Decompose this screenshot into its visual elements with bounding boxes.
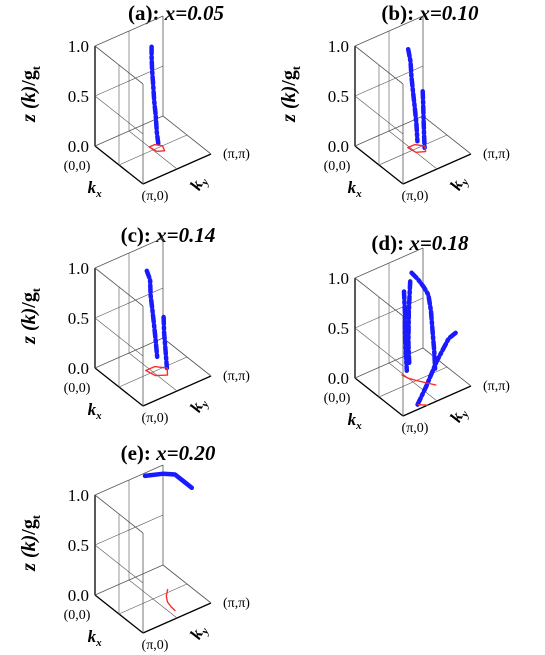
kx-axis-label: kx [88, 627, 103, 649]
red-curve-1 [148, 143, 166, 152]
red-curve-2 [407, 143, 427, 153]
blue-curve-2 [406, 279, 413, 366]
corner-x-label: (π,0) [142, 189, 169, 204]
z-tick-label: 1.0 [68, 486, 89, 505]
z-axis-label: z (k)/gt [18, 66, 43, 123]
z-tick-label: 0.0 [328, 369, 349, 388]
kx-axis-label: kx [88, 178, 103, 200]
blue-curve-3 [415, 330, 459, 407]
ky-axis-label: ky [186, 394, 212, 416]
panel-a: (a): x=0.05 1.0 0.5 0.0 z (k)/gt (0,0) (π,0) (π… [18, 1, 250, 204]
ky-axis-label: ky [186, 621, 212, 643]
z-tick-label: 0.0 [68, 359, 89, 378]
z-tick-label: 0.5 [328, 87, 349, 106]
kx-axis-label: kx [348, 178, 363, 200]
panel-title: (b): x=0.10 [381, 1, 479, 25]
panel-c: (c): x=0.14 1.0 0.5 0.0 z (k)/gt (0,0) (π,0) (π… [18, 223, 250, 426]
blue-curve-1 [401, 289, 410, 374]
red-curve-2 [145, 365, 169, 377]
blue-curve-0 [142, 471, 195, 491]
z-tick-label: 0.5 [68, 87, 89, 106]
corner-x-label: (π,0) [402, 421, 429, 436]
z-tick-label: 0.5 [328, 319, 349, 338]
z-tick-label: 1.0 [68, 259, 89, 278]
corner-y-label: (π,π) [223, 369, 250, 384]
z-tick-label: 0.0 [328, 137, 349, 156]
panel-title: (c): x=0.14 [121, 223, 216, 247]
z-tick-label: 1.0 [328, 269, 349, 288]
corner-origin-label: (0,0) [64, 381, 91, 396]
corner-origin-label: (0,0) [64, 608, 91, 623]
panel-d: (d): x=0.18 1.0 0.5 0.0 (0,0) (π,0) (π,π) kx ky [324, 231, 511, 436]
corner-origin-label: (0,0) [324, 159, 351, 174]
panel-title: (e): x=0.20 [121, 441, 216, 465]
gridline [118, 134, 188, 166]
kx-axis-label: kx [348, 410, 363, 432]
z-tick-label: 0.5 [68, 536, 89, 555]
z-axis-label: z (k)/gt [18, 288, 43, 345]
corner-origin-label: (0,0) [324, 391, 351, 406]
corner-y-label: (π,π) [483, 379, 510, 394]
kx-axis-label: kx [88, 400, 103, 422]
red-curve-4 [401, 374, 437, 386]
corner-x-label: (π,0) [142, 638, 169, 653]
z-axis-label: z (k)/gt [18, 515, 43, 572]
red-curve-1 [165, 588, 176, 612]
z-tick-label: 0.0 [68, 137, 89, 156]
corner-y-label: (π,π) [483, 147, 510, 162]
corner-x-label: (π,0) [402, 189, 429, 204]
corner-x-label: (π,0) [142, 411, 169, 426]
corner-y-label: (π,π) [223, 596, 250, 611]
gridline [118, 583, 188, 615]
panel-title: (a): x=0.05 [128, 1, 224, 25]
blue-curve-0 [144, 268, 160, 362]
blue-curve-1 [161, 314, 170, 371]
panel-title: (d): x=0.18 [371, 231, 469, 255]
ky-axis-label: ky [186, 172, 212, 194]
z-tick-label: 0.5 [68, 309, 89, 328]
blue-curve-1 [420, 89, 427, 151]
z-tick-label: 1.0 [68, 37, 89, 56]
gridline [378, 366, 448, 398]
blue-curve-0 [409, 270, 438, 374]
corner-origin-label: (0,0) [64, 159, 91, 174]
corner-y-label: (π,π) [223, 147, 250, 162]
z-tick-label: 0.0 [68, 586, 89, 605]
blue-curve-0 [149, 44, 161, 147]
ky-axis-label: ky [446, 404, 472, 426]
blue-curve-0 [405, 46, 420, 144]
panel-e: (e): x=0.20 1.0 0.5 0.0 z (k)/gt (0,0) (π,0) (π… [18, 441, 250, 653]
panel-b: (b): x=0.10 1.0 0.5 0.0 z (k)/gt (0,0) (π,0) (π… [278, 1, 510, 204]
gridline [118, 356, 188, 388]
ky-axis-label: ky [446, 172, 472, 194]
z-axis-label: z (k)/gt [278, 66, 303, 123]
red-curve-5 [417, 403, 429, 406]
z-tick-label: 1.0 [328, 37, 349, 56]
